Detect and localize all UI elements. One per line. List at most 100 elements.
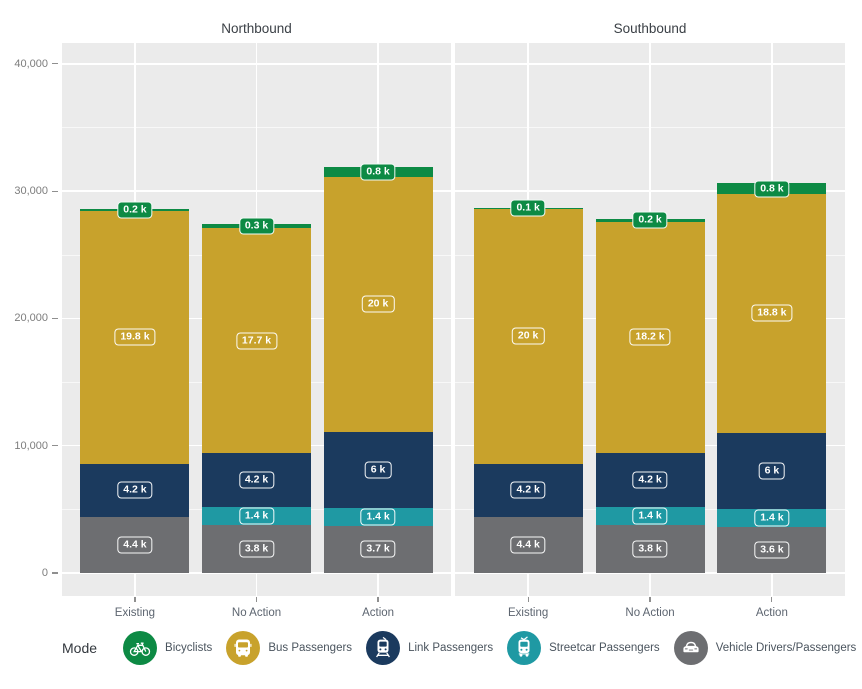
legend-item: Bus Passengers (226, 631, 352, 665)
segment-value-label: 0.8 k (754, 180, 790, 198)
segment-value-label: 0.2 k (117, 201, 153, 219)
segment-value-label: 4.2 k (510, 481, 546, 499)
segment-value-label: 3.8 k (632, 540, 668, 558)
segment-value-label: 4.2 k (632, 471, 668, 489)
bar-segment: 3.8 k (202, 524, 311, 573)
stacked-bar: 3.7 k 1.4 k 6 k 20 k 0.8 k (323, 43, 433, 596)
facet-panel: 4.4 k 4.2 k 20 k 0.1 k 3.8 k 1.4 k 4.2 k 18.2 k… (455, 43, 845, 596)
segment-value-label: 1.4 k (632, 507, 668, 525)
bar-segment: 4.4 k (473, 516, 583, 573)
stacked-bar: 3.8 k 1.4 k 4.2 k 17.7 k 0.3 k (202, 43, 311, 596)
segment-value-label: 19.8 k (114, 328, 156, 346)
facet-panel: 4.4 k 4.2 k 19.8 k 0.2 k 3.8 k 1.4 k 4.2 k 17.7… (62, 43, 451, 596)
bar-segment: 20 k (323, 177, 433, 432)
bar-segment: 1.4 k (717, 509, 827, 528)
bar-segment: 4.2 k (595, 453, 705, 507)
y-axis-tick-mark (52, 572, 58, 574)
facet-title: Southbound (613, 21, 687, 36)
legend-item: Bicyclists (123, 631, 212, 665)
bar-segment: 4.2 k (473, 463, 583, 517)
segment-value-label: 1.4 k (238, 507, 275, 525)
bar-segment: 20 k (473, 208, 583, 464)
y-axis-tick-label: 0 (41, 567, 48, 579)
segment-value-label: 3.6 k (754, 541, 790, 559)
legend-item-label: Streetcar Passengers (549, 642, 660, 654)
segment-value-label: 4.2 k (117, 481, 153, 499)
y-axis-tick-mark (52, 445, 58, 447)
bar-segment: 3.6 k (717, 527, 827, 573)
legend-title: Mode (62, 640, 98, 656)
bar-segment: 17.7 k (202, 228, 311, 454)
streetcar-icon (507, 631, 542, 665)
stacked-bar: 4.4 k 4.2 k 19.8 k 0.2 k (80, 43, 190, 596)
x-axis-category-label: No Action (625, 607, 675, 619)
stacked-bar: 3.6 k 1.4 k 6 k 18.8 k 0.8 k (717, 43, 827, 596)
x-axis-category-label: No Action (231, 607, 282, 619)
segment-value-label: 3.7 k (360, 540, 396, 558)
segment-value-label: 18.8 k (751, 304, 793, 322)
segment-value-label: 6 k (758, 462, 786, 480)
bar-segment: 1.4 k (323, 508, 433, 526)
x-axis-tick-mark (134, 597, 136, 602)
bar-segment: 4.2 k (202, 453, 311, 507)
y-axis-tick-label: 20,000 (14, 312, 48, 325)
x-axis-category-label: Existing (114, 607, 156, 619)
legend-item-label: Bus Passengers (268, 642, 353, 654)
segment-value-label: 17.7 k (235, 332, 278, 350)
segment-value-label: 0.1 k (510, 199, 546, 217)
bar-segment: 4.2 k (80, 463, 190, 517)
x-axis-category-label: Existing (507, 607, 549, 619)
bar-segment: 0.2 k (595, 211, 705, 229)
bar-segment: 18.2 k (595, 221, 705, 454)
segment-value-label: 0.8 k (360, 163, 396, 181)
legend-item-label: Bicyclists (165, 642, 213, 654)
segment-value-label: 1.4 k (360, 508, 396, 526)
bar-segment: 1.4 k (595, 506, 705, 525)
y-axis-tick-label: 30,000 (14, 185, 48, 198)
legend-item: Streetcar Passengers (507, 631, 660, 665)
bar-segment: 0.8 k (323, 163, 433, 181)
x-axis-category-label: Action (755, 607, 788, 619)
stacked-bar: 4.4 k 4.2 k 20 k 0.1 k (473, 43, 583, 596)
y-axis-tick-mark (52, 63, 58, 65)
y-axis-tick-label: 10,000 (14, 439, 48, 452)
segment-value-label: 18.2 k (629, 328, 671, 346)
bar-segment: 0.2 k (80, 201, 190, 219)
segment-value-label: 4.4 k (117, 536, 153, 554)
legend-item-label: Vehicle Drivers/Passengers (715, 642, 857, 654)
x-axis-category-label: Action (362, 607, 395, 619)
x-axis-tick-mark (527, 597, 529, 602)
segment-value-label: 0.3 k (238, 217, 275, 235)
y-axis-tick-mark (52, 190, 58, 192)
bar-segment: 0.8 k (717, 180, 827, 198)
segment-value-label: 20 k (511, 327, 545, 345)
legend-item: Link Passengers (366, 631, 493, 665)
bicycle-icon (123, 631, 158, 665)
legend-item-label: Link Passengers (408, 642, 494, 654)
bar-segment: 6 k (717, 432, 827, 510)
bar-segment: 19.8 k (80, 211, 190, 464)
facet-title: Northbound (221, 21, 292, 36)
legend: Mode Bicyclists Bus Passengers Link Passen… (62, 628, 856, 668)
segment-value-label: 4.2 k (238, 471, 275, 489)
y-axis-tick-label: 40,000 (14, 57, 48, 70)
x-axis-tick-mark (255, 597, 258, 602)
legend-item: Vehicle Drivers/Passengers (673, 631, 857, 665)
bus-icon (226, 631, 261, 665)
stacked-bar: 3.8 k 1.4 k 4.2 k 18.2 k 0.2 k (595, 43, 705, 596)
segment-value-label: 1.4 k (754, 509, 790, 527)
bar-segment: 0.1 k (473, 199, 583, 217)
segment-value-label: 6 k (364, 461, 392, 479)
x-axis-tick-mark (771, 597, 773, 602)
x-axis-tick-mark (649, 597, 651, 602)
segment-value-label: 0.2 k (632, 211, 668, 229)
bar-segment: 18.8 k (717, 193, 827, 433)
bar-segment: 4.4 k (80, 516, 190, 573)
segment-value-label: 20 k (361, 295, 395, 313)
bar-segment: 0.3 k (202, 217, 311, 235)
y-axis-tick-mark (52, 317, 58, 319)
bar-segment: 6 k (323, 431, 433, 509)
x-axis-tick-mark (377, 597, 379, 602)
segment-value-label: 4.4 k (510, 536, 546, 554)
bar-segment: 3.8 k (595, 524, 705, 573)
